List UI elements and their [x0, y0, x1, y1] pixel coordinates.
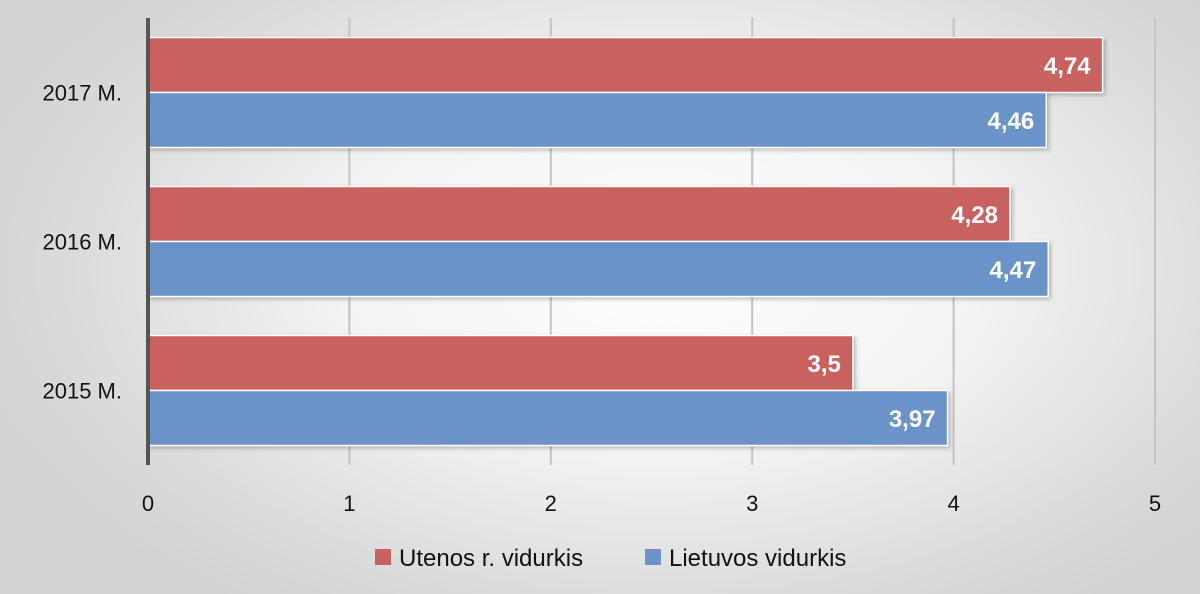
legend-swatch [375, 549, 391, 565]
legend-swatch [645, 549, 661, 565]
bar-lietuvos [147, 389, 949, 447]
legend-label: Lietuvos vidurkis [669, 545, 846, 572]
data-label: 3,97 [889, 406, 936, 433]
bar-lietuvos [147, 91, 1047, 149]
category-label: 2016 M. [43, 230, 123, 255]
bar-utenos [147, 185, 1011, 243]
bar-utenos [147, 36, 1104, 94]
legend-label: Utenos r. vidurkis [399, 545, 583, 572]
data-label: 3,5 [808, 351, 841, 378]
x-tick-label: 0 [142, 491, 154, 516]
category-label: 2015 M. [43, 379, 123, 404]
x-tick-label: 5 [1149, 491, 1161, 516]
data-label: 4,74 [1044, 53, 1091, 80]
x-tick-label: 3 [746, 491, 758, 516]
category-label: 2017 M. [43, 81, 123, 106]
x-tick-label: 4 [947, 491, 959, 516]
data-label: 4,46 [988, 108, 1035, 135]
data-label: 4,47 [990, 257, 1037, 284]
data-label: 4,28 [951, 202, 998, 229]
x-tick-label: 1 [343, 491, 355, 516]
bar-utenos [147, 334, 854, 392]
x-tick-label: 2 [545, 491, 557, 516]
bar-lietuvos [147, 240, 1050, 298]
